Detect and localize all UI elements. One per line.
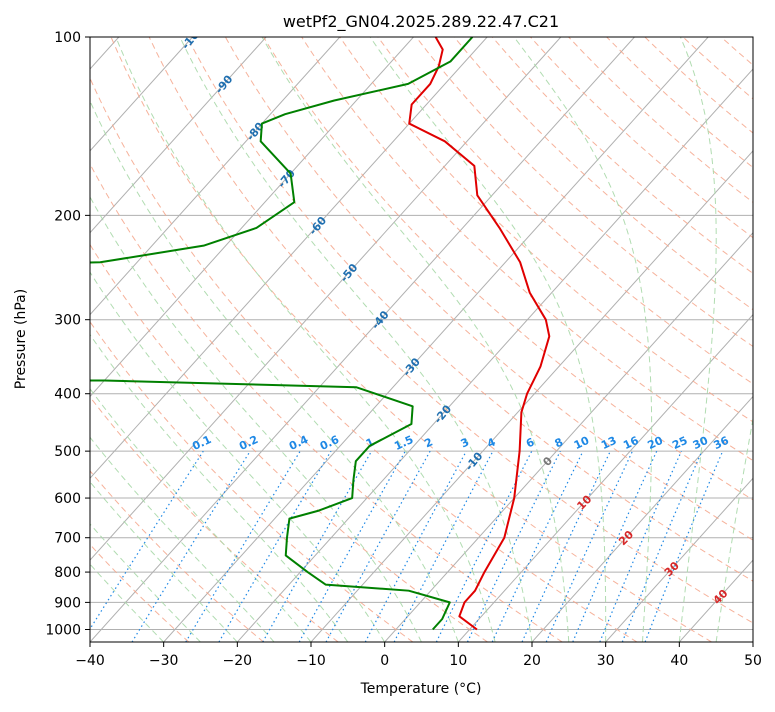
mixing-ratio-line <box>131 450 251 642</box>
moist-adiabat-line <box>715 415 753 642</box>
y-tick-label: 600 <box>54 491 81 507</box>
x-tick-label: 50 <box>744 653 762 669</box>
mixing-ratio-line <box>298 450 406 642</box>
moist-adiabat-line <box>678 37 717 642</box>
y-tick-label: 800 <box>54 565 81 581</box>
mixing-ratio-line <box>644 450 724 642</box>
isotherm-line <box>90 37 414 398</box>
dry-adiabat-line <box>110 37 712 642</box>
y-tick-label: 100 <box>54 30 81 46</box>
mixing-ratio-line <box>572 450 658 642</box>
y-tick-label: 300 <box>54 313 81 329</box>
y-tick-label: 500 <box>54 444 81 460</box>
chart-title: wetPf2_GN04.2025.289.22.47.C21 <box>283 12 559 32</box>
x-tick-label: 30 <box>597 653 615 669</box>
mixing-ratio-label: 20 <box>646 434 666 452</box>
isotherm-line <box>90 37 267 234</box>
dry-adiabat-line <box>263 37 753 501</box>
y-tick-label: 900 <box>54 595 81 611</box>
isotherm-line <box>605 477 753 642</box>
dry-adiabat-line <box>148 37 753 624</box>
dry-adiabat-line <box>415 37 753 348</box>
y-axis-label: Pressure (hPa) <box>13 289 29 389</box>
mixing-ratio-line <box>325 450 431 642</box>
isotherm-line <box>90 37 635 642</box>
axis-layer: −40 −30 −20 −10 0 10 20 30 40 50 100 200 300 400 500 60… <box>45 30 762 669</box>
dry-adiabat-line <box>453 37 753 311</box>
dry-adiabat-line <box>90 163 563 642</box>
dry-adiabat-line <box>759 37 775 642</box>
x-tick-label: −40 <box>75 653 105 669</box>
y-tick-label: 400 <box>54 387 81 403</box>
mixing-ratio-line <box>545 450 634 642</box>
dry-adiabat-line <box>606 37 753 169</box>
moist-adiabat-line <box>90 271 386 642</box>
mixing-ratio-line <box>262 450 373 642</box>
y-tick-label: 700 <box>54 531 81 547</box>
x-tick-label: 40 <box>670 653 688 669</box>
mixing-ratio-label: 13 <box>599 434 618 452</box>
mixing-ratio-label: 10 <box>572 434 592 452</box>
isotherm-line <box>384 231 753 642</box>
dewpoint-profile-line <box>90 379 451 631</box>
mixing-ratio-line <box>90 450 204 631</box>
dry-adiabat-line <box>186 37 753 582</box>
isotherm-line <box>90 37 488 480</box>
isotherm-line <box>310 150 753 642</box>
moist-adiabat-line <box>261 37 570 642</box>
isotherm-line <box>752 641 753 642</box>
moist-adiabat-line <box>90 333 349 642</box>
x-tick-label: −30 <box>149 653 179 669</box>
mixing-ratio-line <box>621 450 703 642</box>
temperature-profile-line <box>408 37 551 631</box>
moist-adiabat-line <box>90 563 164 642</box>
mixing-ratio-label: 25 <box>670 434 689 452</box>
mixing-ratio-line <box>466 450 561 642</box>
moist-adiabat-line <box>179 37 533 642</box>
x-tick-label: −20 <box>223 653 253 669</box>
isotherm-line <box>90 37 341 316</box>
dry-adiabat-line <box>339 37 753 423</box>
isotherm-line <box>90 37 193 152</box>
x-tick-label: −10 <box>296 653 326 669</box>
isotherm-line <box>236 68 753 642</box>
moist-adiabat-line <box>90 523 201 642</box>
x-tick-label: 10 <box>449 653 467 669</box>
dry-adiabat-line <box>224 37 753 541</box>
isotherm-line <box>163 37 709 642</box>
moist-adiabat-line <box>90 387 312 642</box>
mixing-ratio-line <box>185 450 301 642</box>
y-tick-label: 200 <box>54 208 81 224</box>
isotherm-line <box>531 395 753 642</box>
x-axis-label: Temperature (°C) <box>360 681 482 697</box>
mixing-ratio-label: 30 <box>691 434 711 452</box>
moist-adiabat-line <box>90 481 238 642</box>
mixing-ratio-label: 16 <box>621 434 641 452</box>
moist-adiabat-line <box>513 37 653 642</box>
mixing-ratio-line <box>218 450 332 642</box>
moist-adiabat-line <box>369 37 607 642</box>
x-tick-label: 0 <box>380 653 389 669</box>
mixing-ratio-line <box>491 450 584 642</box>
dry-adiabat-line <box>90 243 488 642</box>
plot-frame <box>89 36 754 643</box>
dry-adiabat-line <box>377 37 753 385</box>
dry-adiabat-line <box>90 76 638 642</box>
isotherm-line <box>90 37 562 561</box>
y-tick-label: 1000 <box>45 623 81 639</box>
mixing-ratio-line <box>521 450 611 642</box>
mixing-ratio-label: 36 <box>712 434 732 452</box>
isotherm-line <box>457 313 753 642</box>
dry-adiabat-line <box>491 37 753 275</box>
dewpoint-profile-line <box>90 37 474 264</box>
moist-adiabat-line <box>90 436 275 642</box>
x-tick-label: 20 <box>523 653 541 669</box>
moist-adiabat-line <box>115 37 496 642</box>
